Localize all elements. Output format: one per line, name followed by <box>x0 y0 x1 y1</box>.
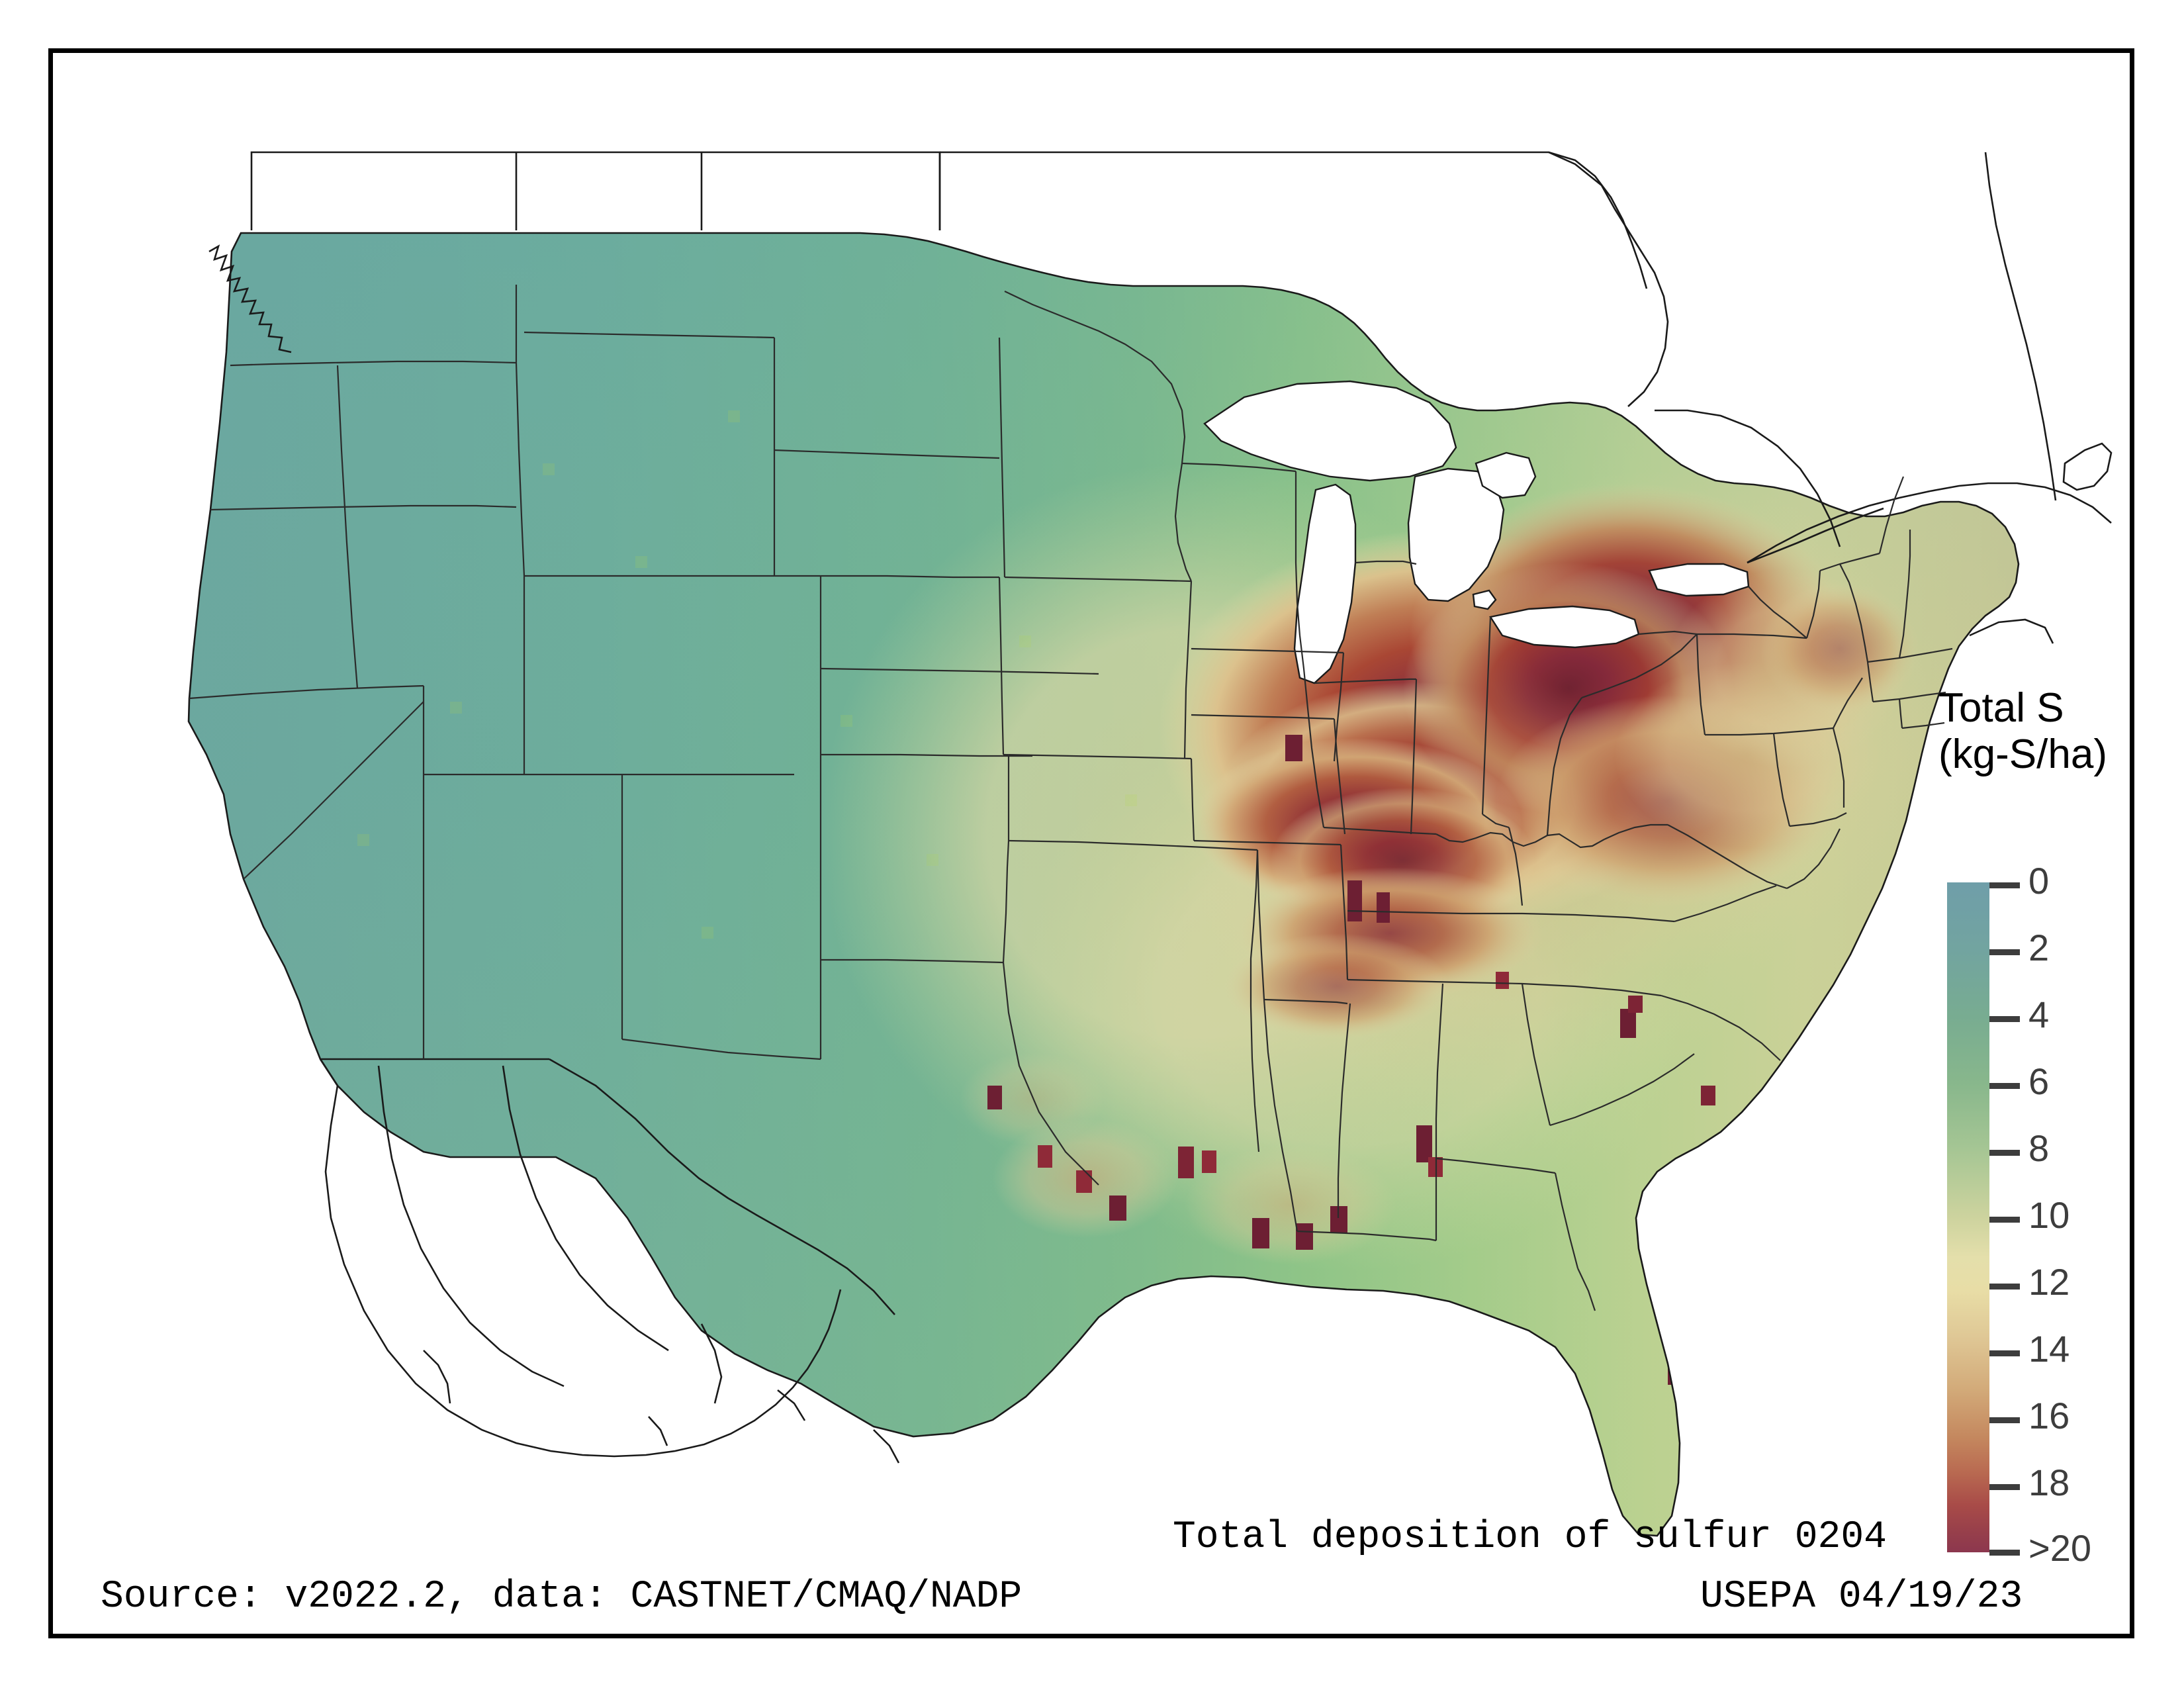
colorbar-label-7: 14 <box>2028 1328 2070 1370</box>
map-caption: Total deposition of sulfur 0204 <box>1173 1516 1887 1559</box>
grid-speckle <box>357 410 1137 939</box>
colorbar-title: Total S (kg-S/ha) <box>1938 685 2183 778</box>
colorbar-tick-2 <box>1989 1016 2020 1022</box>
colorbar-tick-1 <box>1989 949 2020 955</box>
agency-note: USEPA 04/19/23 <box>1700 1575 2023 1618</box>
colorbar-label-9: 18 <box>2028 1462 2070 1503</box>
colorbar-tick-5 <box>1989 1217 2020 1223</box>
deposition-raster <box>189 233 2019 1536</box>
colorbar-label-4: 8 <box>2028 1127 2050 1169</box>
colorbar-label-6: 12 <box>2028 1261 2070 1303</box>
us-deposition-map <box>187 151 2113 1537</box>
colorbar-label-2: 4 <box>2028 994 2050 1035</box>
colorbar-title-line2: (kg-S/ha) <box>1938 731 2107 777</box>
map-canvas <box>53 53 2139 1643</box>
colorbar-label-8: 16 <box>2028 1395 2070 1436</box>
colorbar-label-10: >20 <box>2028 1527 2091 1569</box>
colorbar-label-0: 0 <box>2028 860 2050 902</box>
figure-frame: Total S (kg-S/ha) <box>48 48 2134 1638</box>
source-note: Source: v2022.2, data: CASTNET/CMAQ/NADP <box>101 1575 1023 1618</box>
colorbar-label-1: 2 <box>2028 927 2050 968</box>
state-boundaries <box>187 232 2020 1537</box>
colorbar-tick-9 <box>1989 1484 2020 1490</box>
colorbar: Total S (kg-S/ha) <box>1899 685 2183 1592</box>
colorbar-tick-10 <box>1989 1550 2020 1556</box>
colorbar-tick-0 <box>1989 882 2020 888</box>
colorbar-tick-6 <box>1989 1284 2020 1289</box>
colorbar-tick-7 <box>1989 1350 2020 1356</box>
colorbar-label-5: 10 <box>2028 1194 2070 1236</box>
colorbar-ticks: 0 2 4 6 8 10 12 14 16 18 >20 <box>1899 685 2183 1592</box>
colorbar-title-line1: Total S <box>1938 685 2064 731</box>
colorbar-gradient <box>1947 882 1989 1552</box>
colorbar-tick-4 <box>1989 1150 2020 1156</box>
colorbar-tick-3 <box>1989 1083 2020 1089</box>
colorbar-tick-8 <box>1989 1417 2020 1423</box>
colorbar-label-3: 6 <box>2028 1060 2050 1102</box>
surrounding-countries-outline <box>208 151 2113 1464</box>
